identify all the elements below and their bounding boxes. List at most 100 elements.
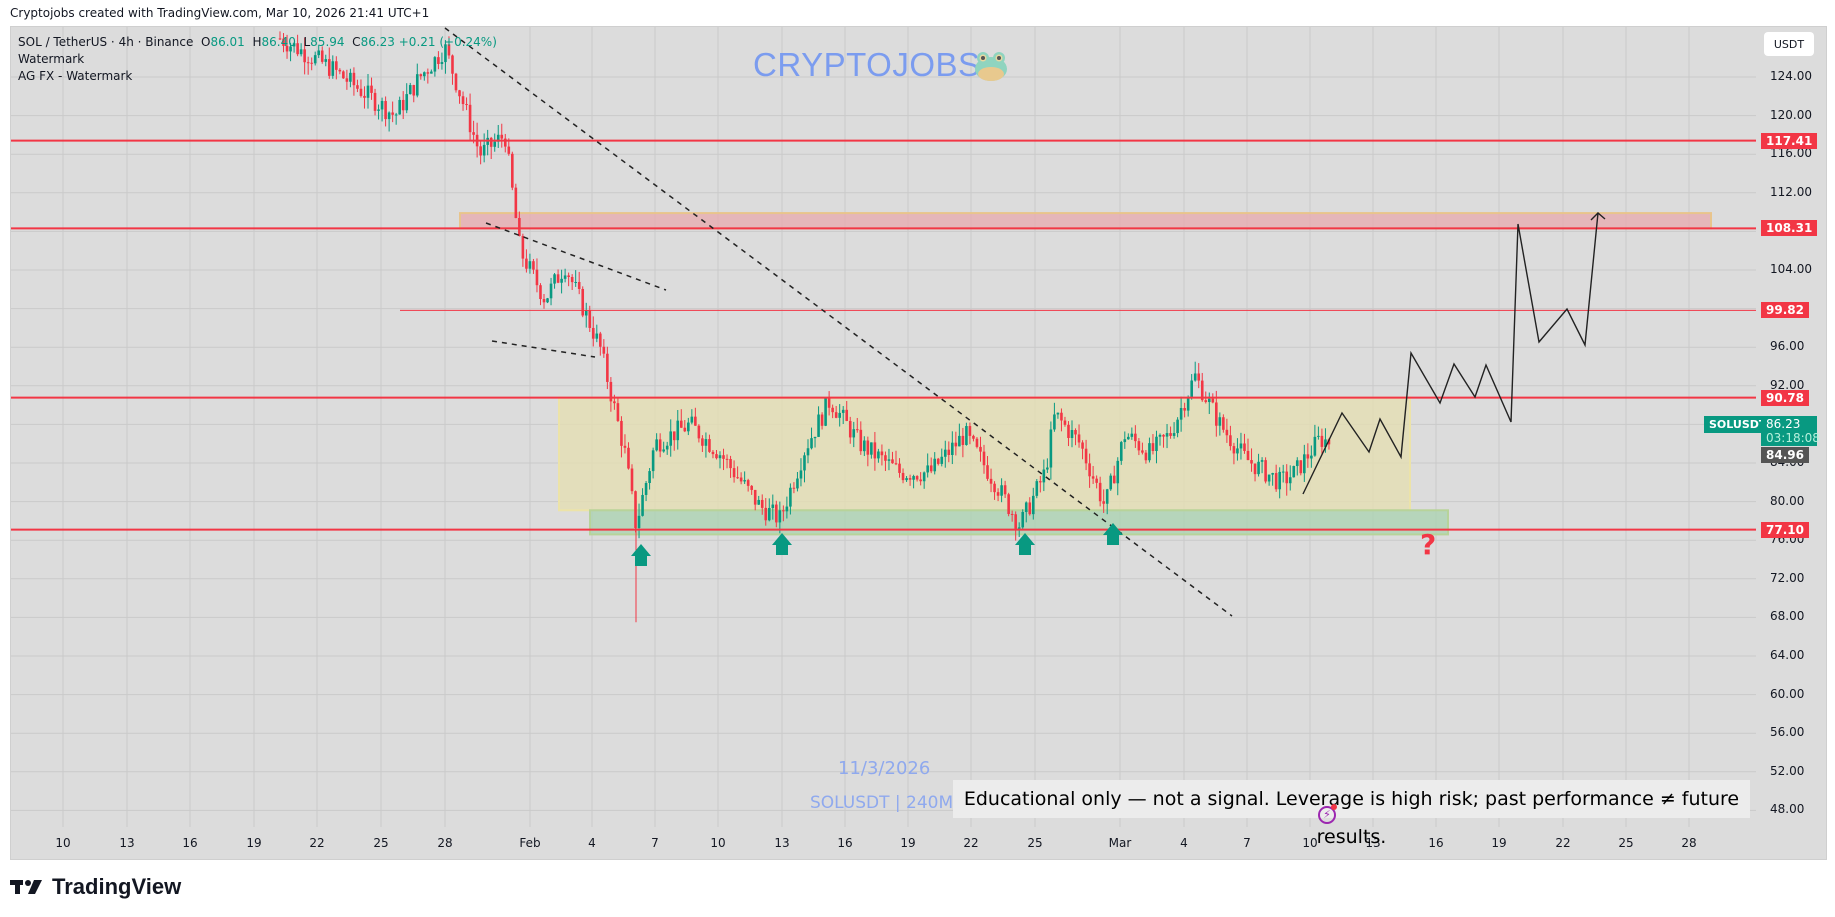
last-price: 86.23 bbox=[1766, 417, 1801, 431]
candle-body bbox=[310, 62, 313, 64]
candle-body bbox=[444, 44, 447, 63]
candle-body bbox=[989, 478, 993, 484]
currency-button[interactable]: USDT bbox=[1764, 32, 1814, 56]
time-tick: 16 bbox=[837, 836, 853, 850]
candle-body bbox=[771, 504, 775, 508]
candle-body bbox=[458, 90, 461, 97]
candle-body bbox=[750, 485, 753, 490]
candle-body bbox=[317, 50, 321, 56]
candle-body bbox=[870, 442, 873, 455]
candle-body bbox=[408, 85, 412, 95]
candle-body bbox=[380, 100, 384, 110]
candle-body bbox=[289, 46, 292, 52]
candle-body bbox=[415, 74, 419, 96]
time-tick: 13 bbox=[1365, 836, 1380, 850]
candle-body bbox=[356, 85, 359, 89]
time-tick: 16 bbox=[182, 836, 198, 850]
candle-body bbox=[729, 459, 732, 469]
candle-body bbox=[507, 146, 511, 154]
candle-body bbox=[915, 476, 919, 480]
level-price-label: 77.10 bbox=[1761, 521, 1809, 538]
candle-body bbox=[919, 479, 922, 482]
question-mark-icon: ? bbox=[1420, 528, 1437, 561]
candle-body bbox=[651, 450, 655, 472]
candle-body bbox=[855, 429, 859, 431]
candle-body bbox=[1123, 439, 1127, 443]
candle-body bbox=[1172, 433, 1176, 436]
candle-body bbox=[377, 109, 380, 111]
price-tick: 80.00 bbox=[1770, 493, 1805, 508]
symbol-legend[interactable]: SOL / TetherUS · 4h · Binance O86.01 H86… bbox=[18, 34, 497, 85]
candle-body bbox=[1215, 402, 1218, 426]
candle-body bbox=[782, 510, 785, 512]
price-tick: 64.00 bbox=[1770, 648, 1805, 662]
candle-body bbox=[898, 463, 901, 473]
candle-body bbox=[419, 74, 423, 77]
lightning-icon[interactable]: ⚡ bbox=[1318, 806, 1336, 824]
candle-body bbox=[468, 104, 472, 133]
candle-body bbox=[313, 55, 317, 64]
candle-body bbox=[595, 333, 599, 339]
candle-body bbox=[940, 456, 944, 464]
candle-body bbox=[1303, 454, 1306, 474]
tradingview-logo[interactable]: TradingView bbox=[10, 874, 181, 900]
candle-body bbox=[901, 472, 905, 481]
candle-body bbox=[616, 403, 620, 421]
candle-body bbox=[563, 275, 567, 279]
indicator-agfx-watermark[interactable]: AG FX - Watermark bbox=[18, 69, 133, 83]
candle-body bbox=[1236, 448, 1239, 454]
frog-emoji-icon bbox=[975, 52, 1007, 81]
candle-body bbox=[556, 274, 560, 283]
candle-body bbox=[866, 440, 870, 455]
candle-body bbox=[1288, 477, 1292, 484]
candle-body bbox=[426, 72, 430, 74]
price-tick: 120.00 bbox=[1770, 107, 1812, 122]
candle-body bbox=[577, 281, 581, 289]
candle-body bbox=[560, 278, 563, 283]
candle-body bbox=[482, 144, 486, 156]
candle-body bbox=[613, 401, 616, 404]
candle-body bbox=[282, 38, 285, 46]
candle-body bbox=[887, 459, 891, 461]
candle-body bbox=[820, 414, 824, 426]
candle-body bbox=[996, 492, 1000, 496]
candle-body bbox=[838, 412, 841, 418]
candle-body bbox=[525, 258, 528, 269]
candle-body bbox=[813, 436, 817, 439]
candle-body bbox=[1134, 433, 1137, 442]
indicator-watermark[interactable]: Watermark bbox=[18, 52, 85, 66]
time-tick: 4 bbox=[1180, 836, 1188, 850]
candle-body bbox=[1162, 434, 1165, 437]
candle-body bbox=[926, 465, 929, 473]
candle-body bbox=[1063, 420, 1067, 425]
legend-ohlc-row: SOL / TetherUS · 4h · Binance O86.01 H86… bbox=[18, 35, 497, 49]
candle-body bbox=[1274, 473, 1278, 490]
candle-body bbox=[1169, 433, 1172, 436]
candle-body bbox=[366, 85, 370, 98]
candle-body bbox=[845, 409, 849, 421]
resistance-zone bbox=[459, 212, 1712, 230]
candle-body bbox=[975, 438, 979, 447]
candle-body bbox=[1144, 452, 1148, 461]
candle-body bbox=[412, 85, 416, 96]
candle-body bbox=[922, 472, 926, 482]
prev-close-label: 84.96 bbox=[1761, 447, 1809, 463]
plot-area bbox=[11, 27, 1756, 827]
candle-body bbox=[683, 427, 687, 432]
candle-body bbox=[852, 429, 856, 438]
legend-change: +0.21 (+0.24%) bbox=[398, 35, 497, 49]
time-tick: Mar bbox=[1108, 836, 1132, 850]
candle-body bbox=[965, 426, 968, 445]
candle-body bbox=[401, 99, 405, 111]
price-tick: 92.00 bbox=[1770, 377, 1805, 392]
candle-body bbox=[278, 38, 282, 40]
candle-body bbox=[285, 45, 289, 52]
candle-body bbox=[1281, 471, 1285, 473]
candle-body bbox=[1010, 513, 1014, 515]
candle-body bbox=[1003, 485, 1007, 495]
time-tick: 22 bbox=[1555, 836, 1571, 850]
candle-body bbox=[676, 420, 680, 441]
candle-body bbox=[1324, 439, 1327, 447]
candle-body bbox=[732, 468, 736, 478]
